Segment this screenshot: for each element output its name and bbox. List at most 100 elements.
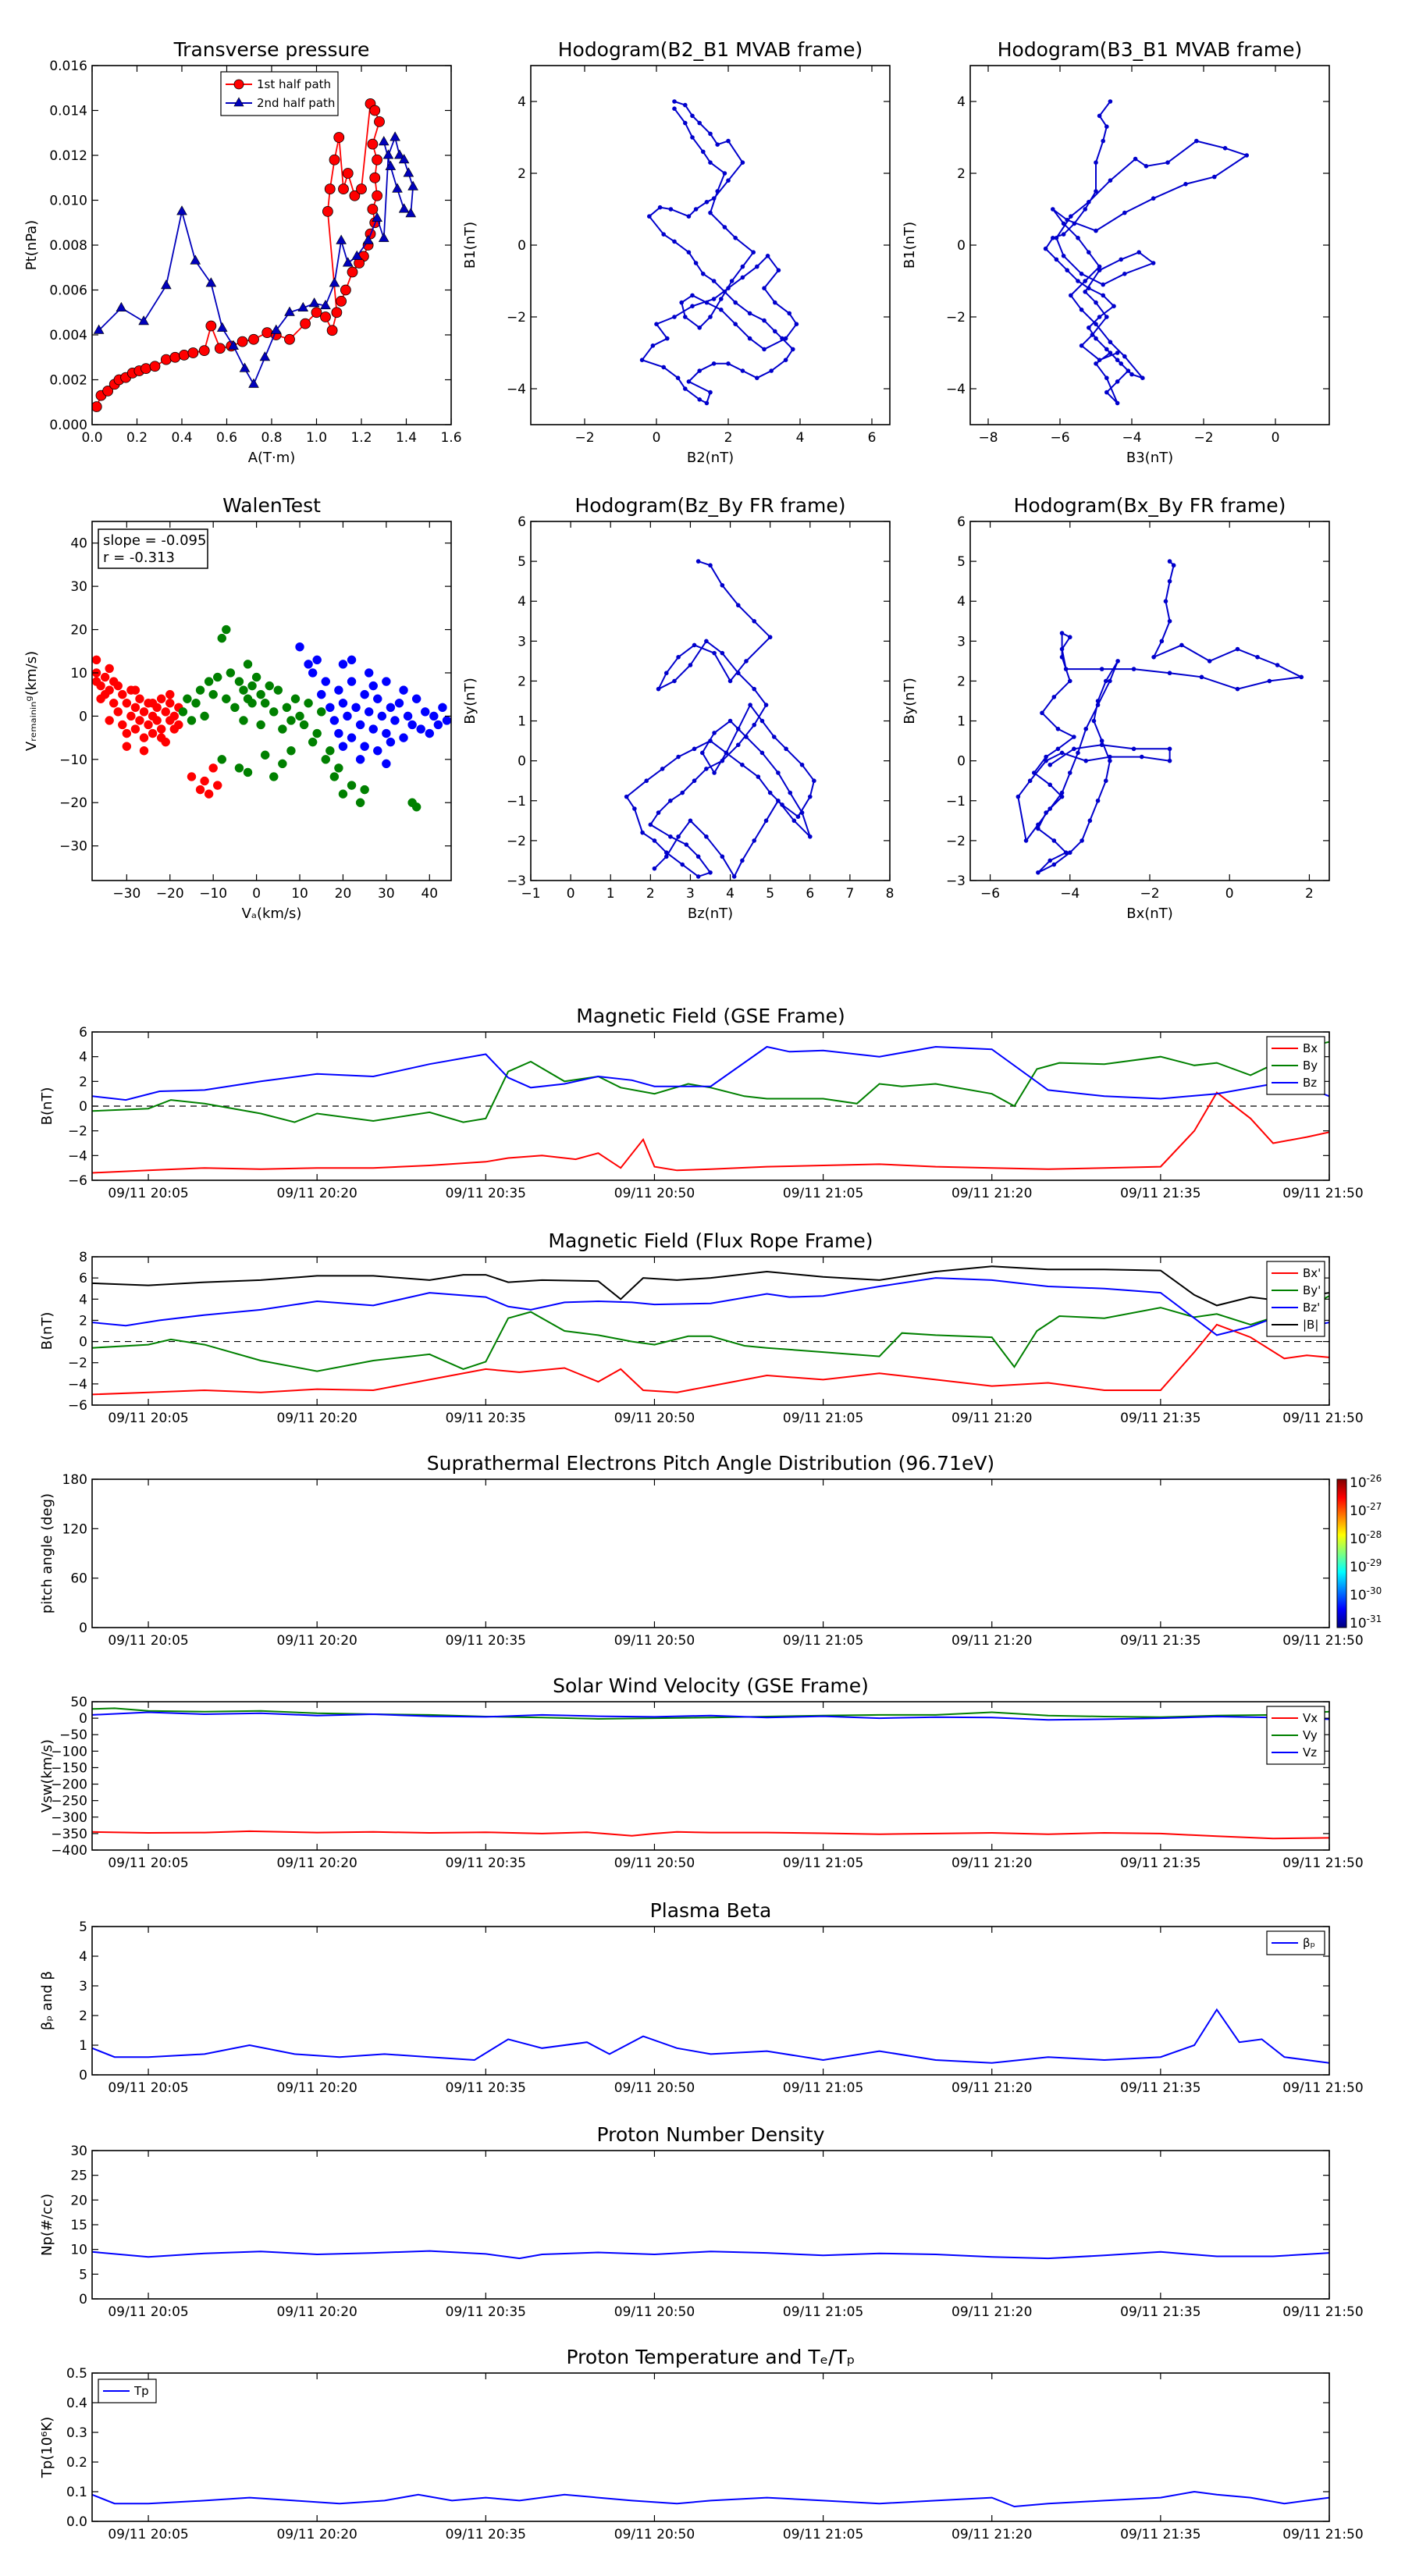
- data-point: [1099, 738, 1104, 743]
- data-point: [1101, 293, 1105, 298]
- data-point: [442, 716, 451, 725]
- data-point: [1076, 236, 1080, 240]
- x-tick-label: 09/11 21:05: [783, 2527, 863, 2542]
- data-point: [407, 180, 418, 190]
- x-tick-label: −30: [112, 886, 140, 902]
- data-point: [1122, 210, 1127, 215]
- data-point: [692, 746, 697, 752]
- legend-box: [220, 71, 339, 116]
- data-point: [692, 642, 697, 648]
- data-point: [190, 254, 201, 265]
- data-point: [351, 703, 361, 713]
- data-point: [1094, 300, 1098, 305]
- data-point: [222, 624, 231, 635]
- chart-title: WalenTest: [222, 494, 321, 517]
- data-point: [300, 318, 311, 329]
- x-tick-label: 30: [378, 886, 395, 902]
- x-tick-label: 09/11 20:50: [614, 1186, 695, 1201]
- x-tick-label: 09/11 21:05: [783, 1633, 863, 1649]
- x-tick-label: 09/11 21:50: [1282, 2080, 1363, 2096]
- data-point: [1115, 358, 1120, 363]
- data-point: [278, 724, 287, 734]
- data-point: [1151, 654, 1156, 660]
- data-point: [355, 755, 365, 764]
- y-tick-label: 4: [957, 94, 966, 110]
- data-point: [722, 290, 727, 294]
- data-point: [720, 758, 725, 763]
- data-point: [784, 746, 788, 752]
- data-point: [1094, 160, 1098, 165]
- data-point: [763, 703, 769, 707]
- x-tick-label: 1.6: [440, 430, 461, 446]
- data-point: [708, 131, 713, 137]
- y-tick-label: 3: [957, 634, 966, 649]
- chart-title: Magnetic Field (GSE Frame): [576, 1005, 845, 1027]
- data-point: [96, 681, 105, 691]
- data-point: [704, 199, 710, 205]
- data-point: [733, 236, 738, 240]
- data-point: [169, 711, 180, 721]
- y-tick-label: 0.012: [49, 148, 87, 164]
- x-tick-label: 09/11 21:20: [951, 1633, 1032, 1649]
- data-point: [1167, 559, 1172, 564]
- data-point: [748, 703, 752, 707]
- data-point: [1036, 822, 1040, 827]
- series-line: [92, 1295, 1329, 1372]
- colorbar-label: 10-27: [1350, 1501, 1382, 1519]
- data-point: [1235, 646, 1240, 652]
- chart-title: Proton Temperature and Tₑ/Tₚ: [567, 2346, 855, 2368]
- data-point: [740, 762, 745, 767]
- data-point: [165, 689, 175, 699]
- data-point: [1115, 379, 1120, 384]
- data-point: [382, 728, 391, 738]
- data-point: [139, 745, 149, 756]
- y-axis-label: B1(nT): [462, 222, 478, 269]
- y-tick-label: −20: [59, 795, 87, 811]
- data-point: [744, 659, 749, 664]
- data-point: [273, 685, 283, 695]
- data-point: [712, 731, 717, 735]
- y-tick-label: −1: [946, 794, 966, 809]
- data-point: [386, 737, 396, 747]
- x-tick-label: 8: [886, 886, 895, 902]
- x-tick-label: 09/11 20:20: [276, 2080, 357, 2096]
- data-point: [1079, 272, 1084, 276]
- data-point: [373, 694, 382, 703]
- x-tick-label: 09/11 21:05: [783, 1186, 863, 1201]
- x-tick-label: 09/11 21:05: [783, 2080, 863, 2096]
- data-point: [1115, 659, 1120, 664]
- data-point: [1065, 218, 1069, 222]
- data-point: [1183, 182, 1188, 187]
- data-point: [668, 207, 674, 212]
- data-point: [299, 720, 309, 730]
- data-point: [169, 351, 181, 363]
- y-tick-label: −4: [68, 1377, 87, 1393]
- data-point: [695, 854, 701, 859]
- y-tick-label: −200: [51, 1777, 87, 1793]
- chart-title: Hodogram(B2_B1 MVAB frame): [558, 38, 863, 61]
- data-point: [759, 718, 765, 724]
- data-point: [372, 212, 382, 222]
- data-point: [92, 655, 101, 665]
- x-tick-label: 09/11 20:35: [446, 2080, 526, 2096]
- data-point: [1044, 754, 1048, 760]
- x-tick-label: 09/11 21:35: [1120, 2527, 1200, 2542]
- data-point: [668, 798, 673, 803]
- y-tick-label: 0.014: [49, 104, 87, 119]
- data-point: [767, 790, 773, 795]
- data-point: [1171, 563, 1176, 568]
- y-tick-label: 0.2: [66, 2455, 87, 2471]
- data-point: [733, 322, 738, 327]
- series-line: [92, 1830, 1329, 1840]
- data-point: [1067, 850, 1072, 856]
- data-point: [390, 716, 400, 725]
- y-tick-label: 0.1: [66, 2485, 87, 2500]
- series-0: [639, 99, 799, 406]
- data-point: [297, 301, 309, 312]
- data-point: [360, 785, 369, 795]
- x-tick-label: 0.0: [81, 430, 102, 446]
- data-point: [1051, 236, 1055, 240]
- data-point: [1108, 678, 1112, 684]
- data-point: [1212, 174, 1217, 180]
- colorbar-base: 10: [1350, 1475, 1367, 1491]
